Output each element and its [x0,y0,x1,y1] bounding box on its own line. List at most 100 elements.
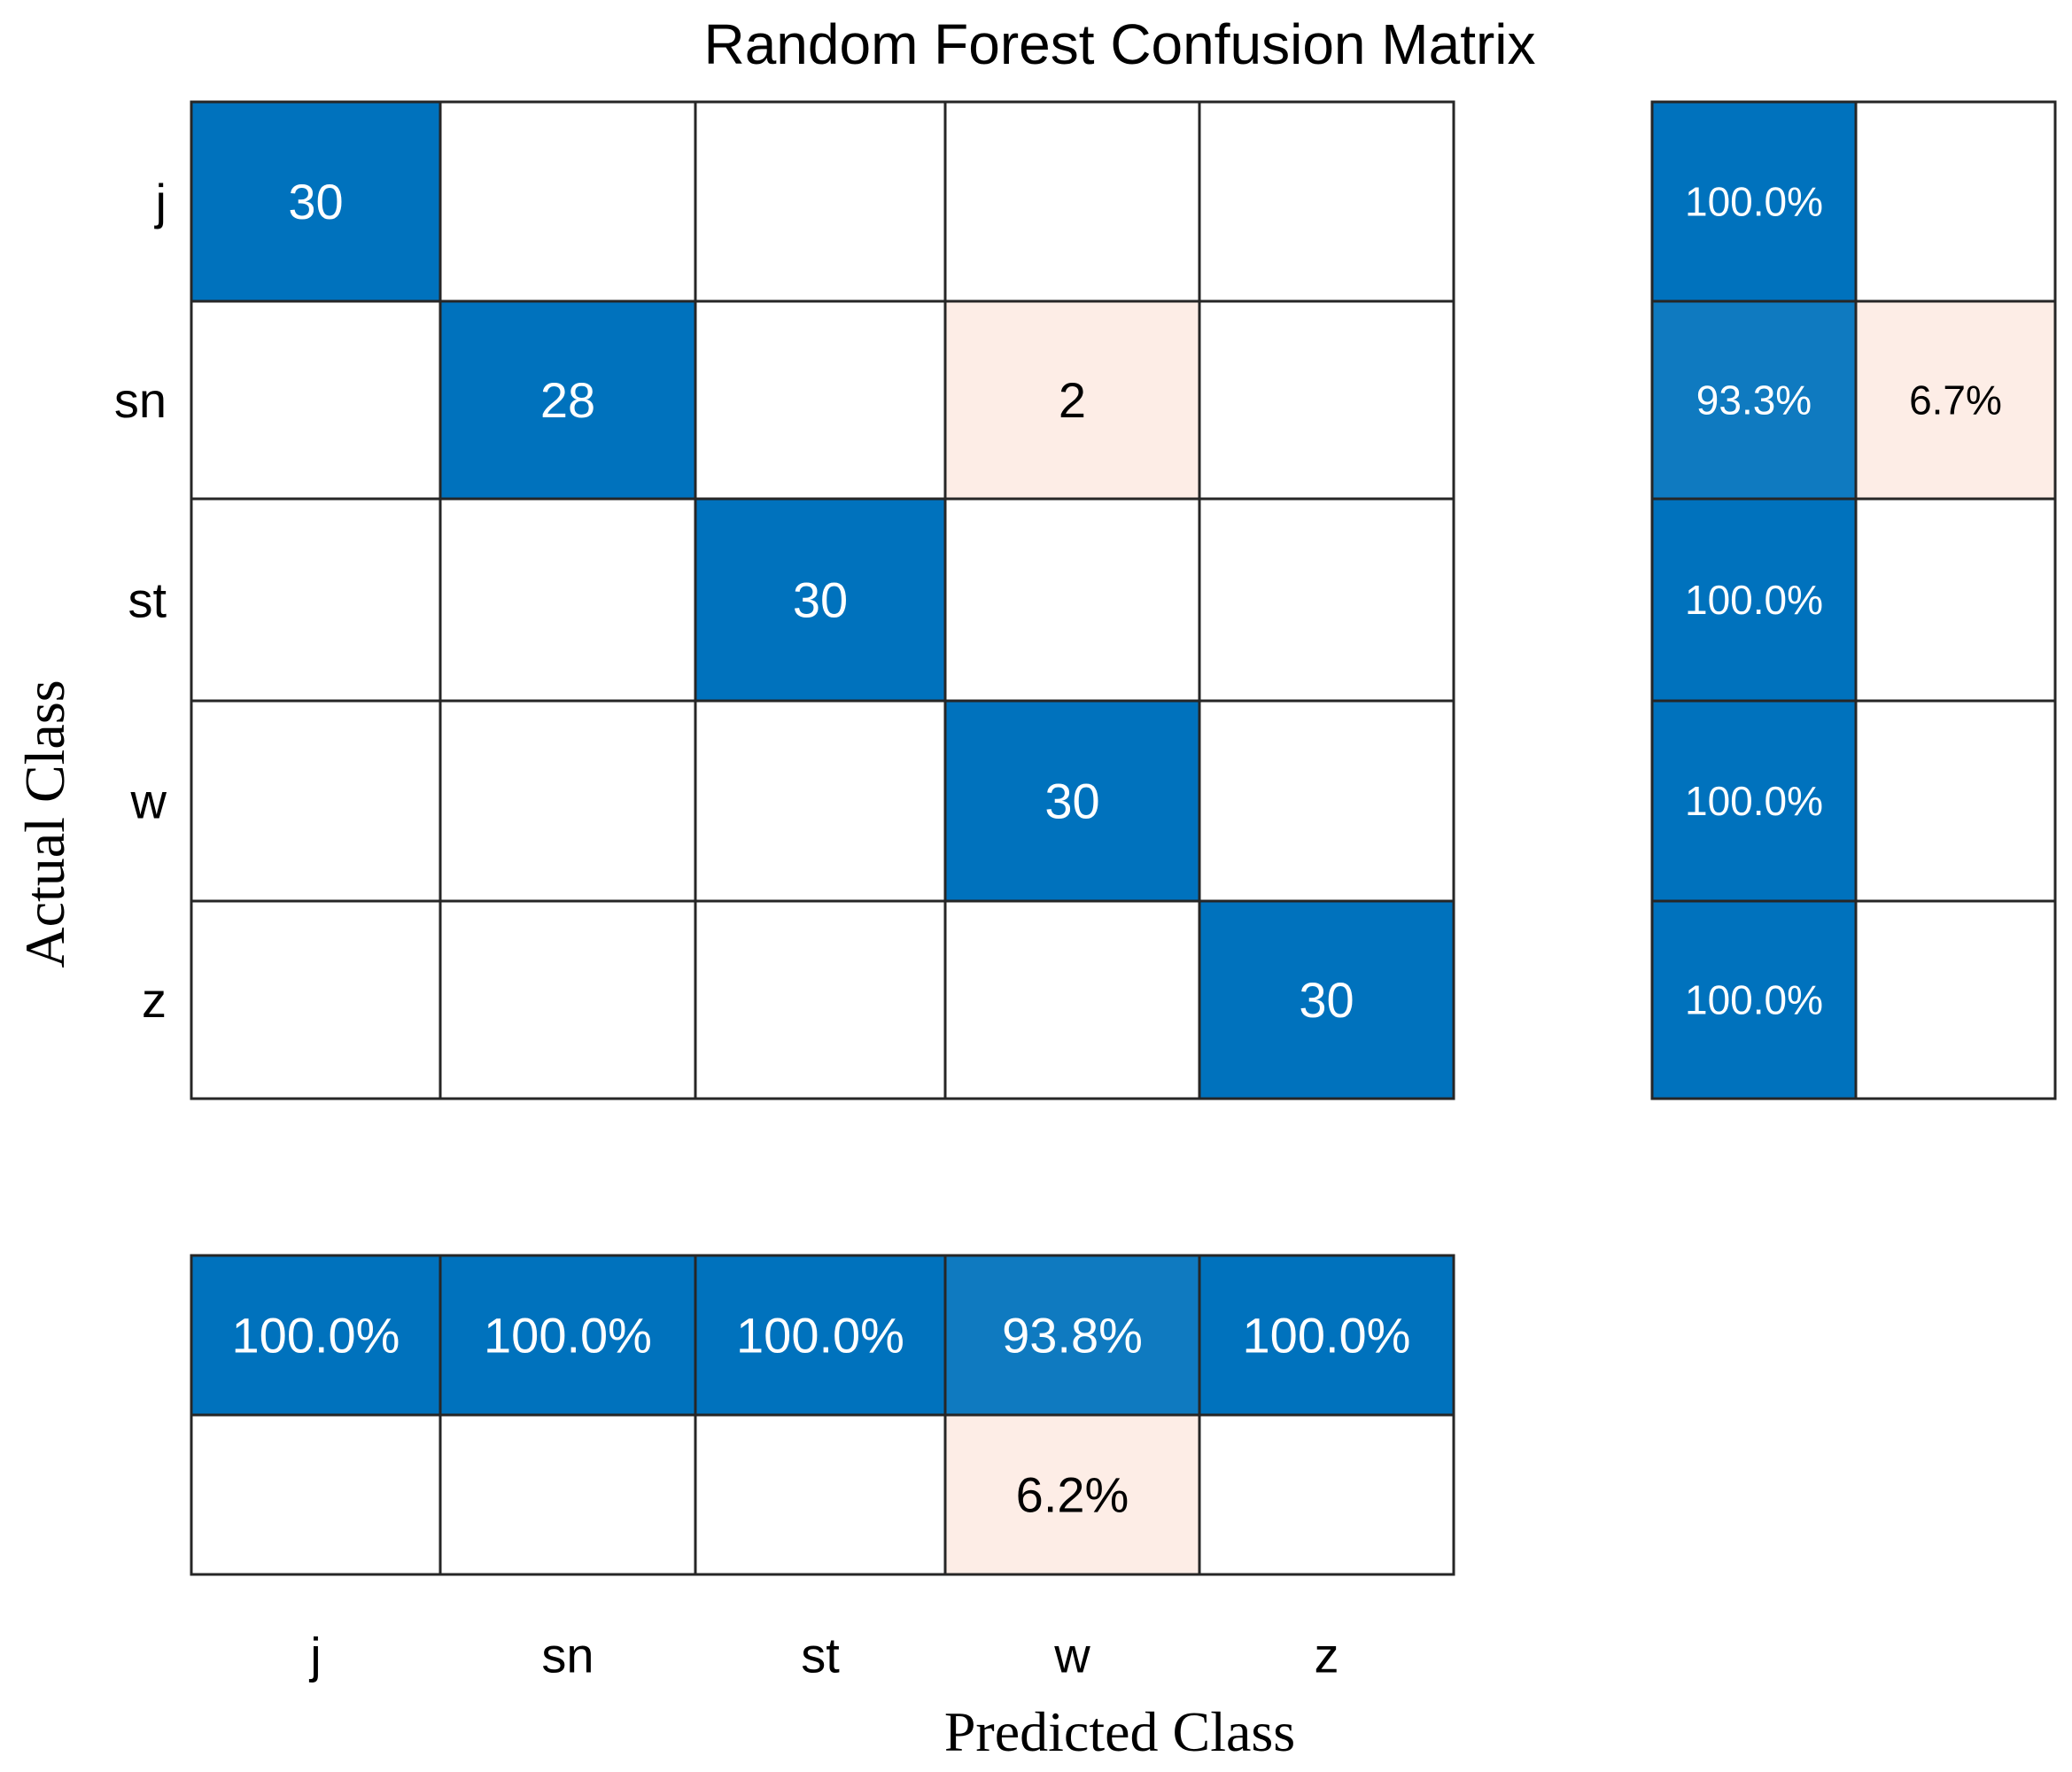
matrix-cell-j-z [1198,100,1455,303]
row-summary-incorrect-j [1854,100,2057,303]
matrix-cell-sn-w-rect [943,299,1201,501]
col-summary-correct-j-rect [190,1254,442,1417]
y-tick-w: w [130,773,167,829]
matrix-cell-sn-w: 2 [943,299,1201,501]
col-summary-correct-st: 100.0% [694,1254,947,1417]
col-summary-correct-sn-rect [438,1254,697,1417]
matrix-cell-z-st-rect [694,899,947,1100]
matrix-cell-w-sn [438,699,697,903]
row-summary-incorrect-j-rect [1854,100,2057,303]
matrix-cell-w-z [1198,699,1455,903]
y-tick-j: j [154,174,167,229]
row-summary-incorrect-w-rect [1854,699,2057,903]
row-summary-correct-sn: 93.3% [1650,299,1858,501]
matrix-cell-sn-z [1198,299,1455,501]
matrix-cell-st-st-label: 30 [793,572,848,628]
col-summary-correct-sn: 100.0% [438,1254,697,1417]
matrix-cell-st-j [190,497,442,703]
row-summary-incorrect-st [1854,497,2057,703]
row-summary-incorrect-sn-label: 6.7% [1909,377,2002,424]
col-summary-incorrect-z [1198,1413,1455,1576]
col-summary-incorrect-sn-rect [438,1413,697,1576]
matrix-cell-sn-w-label: 2 [1059,372,1086,428]
col-summary-incorrect-st [694,1413,947,1576]
y-tick-st: st [128,572,167,628]
x-tick-sn: sn [541,1628,594,1683]
matrix-cell-j-z-rect [1198,100,1455,303]
matrix-cell-j-st [694,100,947,303]
matrix-cell-z-z-rect [1198,899,1455,1100]
matrix-cell-w-st [694,699,947,903]
col-summary-incorrect-sn [438,1413,697,1576]
row-summary-incorrect-sn: 6.7% [1854,299,2057,501]
matrix-cell-w-j-rect [190,699,442,903]
matrix-cell-sn-st-rect [694,299,947,501]
matrix-cell-sn-z-rect [1198,299,1455,501]
col-summary-correct-w-label: 93.8% [1002,1308,1143,1364]
row-summary-correct-w: 100.0% [1650,699,1858,903]
row-summary-incorrect-z [1854,899,2057,1100]
matrix-cell-w-w-label: 30 [1044,773,1099,829]
row-summary-correct-sn-label: 93.3% [1696,377,1812,424]
col-summary-correct-w-rect [943,1254,1201,1417]
matrix-cell-w-j [190,699,442,903]
row-summary-correct-z-label: 100.0% [1685,977,1823,1023]
matrix-cell-sn-j [190,299,442,501]
matrix-cell-w-w: 30 [943,699,1201,903]
matrix-cell-st-sn [438,497,697,703]
row-summary-correct-j-label: 100.0% [1685,179,1823,225]
matrix-cell-w-st-rect [694,699,947,903]
matrix-cell-j-j-label: 30 [288,174,343,229]
matrix-cell-st-j-rect [190,497,442,703]
col-summary-correct-z-rect [1198,1254,1455,1417]
matrix-cell-st-w [943,497,1201,703]
y-tick-sn: sn [114,372,167,428]
matrix-cell-z-sn [438,899,697,1100]
row-summary-correct-z-rect [1650,899,1858,1100]
matrix-cell-z-sn-rect [438,899,697,1100]
matrix-cell-j-sn [438,100,697,303]
chart-title: Random Forest Confusion Matrix [703,12,1535,76]
matrix-cell-sn-sn: 28 [438,299,697,501]
matrix-cell-st-z [1198,497,1455,703]
confusion-matrix-grid: 30 28 2 30 30 30 [190,100,1455,1100]
row-summary-correct-w-label: 100.0% [1685,778,1823,824]
matrix-cell-sn-j-rect [190,299,442,501]
matrix-cell-j-sn-rect [438,100,697,303]
x-tick-st: st [801,1628,840,1683]
matrix-cell-z-st [694,899,947,1100]
col-summary-correct-j: 100.0% [190,1254,442,1417]
matrix-cell-st-st: 30 [694,497,947,703]
col-summary-correct-w: 93.8% [943,1254,1201,1417]
matrix-cell-j-st-rect [694,100,947,303]
col-summary-correct-z-label: 100.0% [1243,1308,1411,1364]
x-tick-w: w [1053,1628,1090,1683]
row-summary-grid: 100.0% 93.3% 6.7% 100.0% 100.0% 100.0% [1650,100,2057,1100]
col-summary-incorrect-st-rect [694,1413,947,1576]
col-summary-correct-st-label: 100.0% [736,1308,904,1364]
col-summary-incorrect-j [190,1413,442,1576]
col-summary-incorrect-w: 6.2% [943,1413,1201,1576]
x-axis-label: Predicted Class [944,1700,1295,1763]
y-tick-z: z [142,972,167,1028]
col-summary-incorrect-w-rect [943,1413,1201,1576]
col-summary-correct-z: 100.0% [1198,1254,1455,1417]
row-summary-correct-st-label: 100.0% [1685,577,1823,623]
row-summary-correct-st: 100.0% [1650,497,1858,703]
matrix-cell-j-w-rect [943,100,1201,303]
row-summary-correct-st-rect [1650,497,1858,703]
matrix-cell-z-j [190,899,442,1100]
matrix-cell-z-j-rect [190,899,442,1100]
col-summary-incorrect-z-rect [1198,1413,1455,1576]
x-tick-j: j [308,1628,321,1683]
matrix-cell-j-j-rect [190,100,442,303]
row-summary-correct-sn-rect [1650,299,1858,501]
matrix-cell-sn-sn-rect [438,299,697,501]
matrix-cell-sn-st [694,299,947,501]
row-summary-correct-z: 100.0% [1650,899,1858,1100]
row-summary-correct-j: 100.0% [1650,100,1858,303]
matrix-cell-st-st-rect [694,497,947,703]
row-summary-incorrect-w [1854,699,2057,903]
row-summary-incorrect-st-rect [1854,497,2057,703]
matrix-cell-z-w [943,899,1201,1100]
